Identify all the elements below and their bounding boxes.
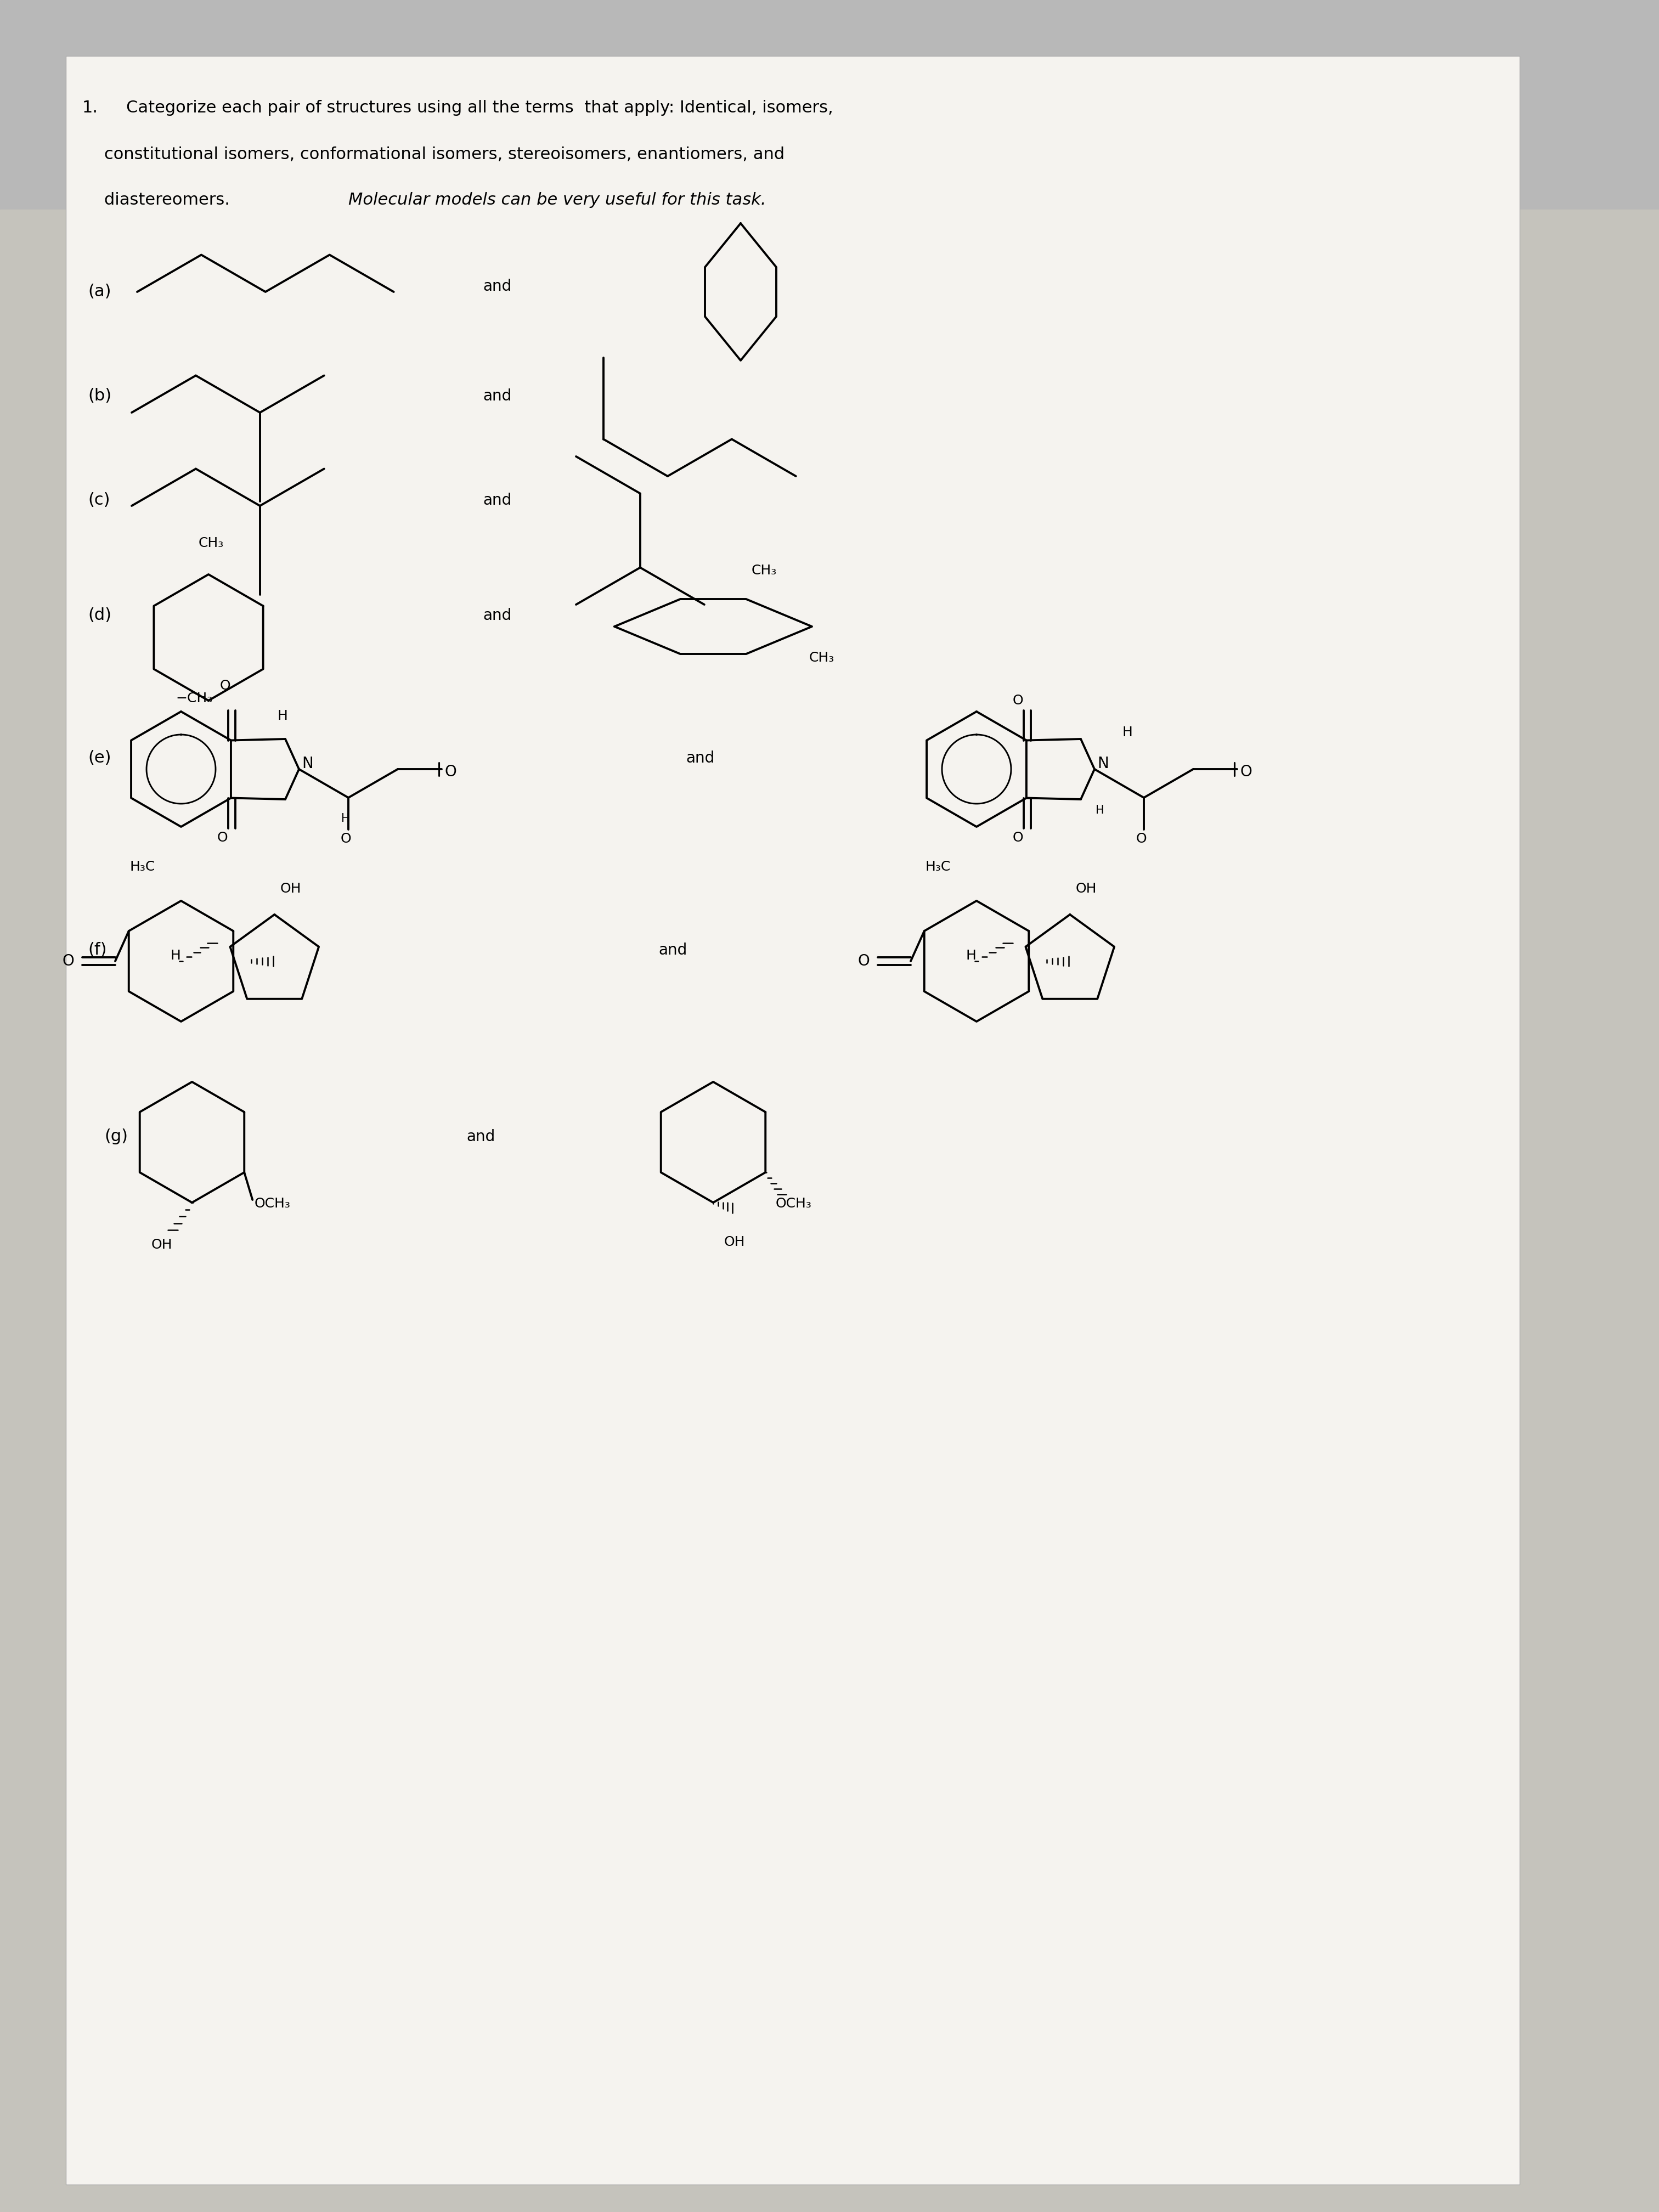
- Text: H: H: [342, 814, 350, 825]
- Text: CH₃: CH₃: [810, 650, 834, 664]
- Text: OCH₃: OCH₃: [775, 1197, 811, 1210]
- Text: OCH₃: OCH₃: [254, 1197, 290, 1210]
- Text: O: O: [1239, 763, 1253, 779]
- Text: H₃C: H₃C: [129, 860, 156, 874]
- Text: O: O: [221, 679, 231, 692]
- Text: OH: OH: [151, 1239, 173, 1252]
- Text: O: O: [445, 763, 456, 779]
- Bar: [0, 0, 1659, 210]
- Text: OH: OH: [725, 1237, 745, 1248]
- Text: O: O: [1136, 832, 1146, 845]
- Text: (e): (e): [88, 750, 111, 765]
- Text: and: and: [483, 389, 511, 405]
- Text: (b): (b): [88, 387, 111, 405]
- Text: Molecular models can be very useful for this task.: Molecular models can be very useful for …: [348, 192, 766, 208]
- Text: H₃C: H₃C: [926, 860, 951, 874]
- Text: O: O: [61, 953, 75, 969]
- Text: (f): (f): [88, 942, 106, 958]
- Text: and: and: [685, 750, 715, 765]
- Text: O: O: [1012, 832, 1024, 845]
- Text: (a): (a): [88, 283, 111, 301]
- Text: O: O: [217, 832, 227, 845]
- Text: (g): (g): [105, 1128, 128, 1144]
- Text: 1.: 1.: [83, 100, 98, 115]
- Text: OH: OH: [280, 883, 300, 896]
- Text: H: H: [171, 949, 181, 962]
- Text: (c): (c): [88, 493, 109, 509]
- Text: and: and: [483, 279, 511, 294]
- Text: N: N: [1097, 757, 1108, 772]
- Text: H: H: [966, 949, 975, 962]
- Text: (d): (d): [88, 608, 111, 624]
- Text: O: O: [340, 832, 352, 845]
- Text: O: O: [1012, 695, 1024, 708]
- Text: OH: OH: [1075, 883, 1097, 896]
- Text: constitutional isomers, conformational isomers, stereoisomers, enantiomers, and: constitutional isomers, conformational i…: [105, 146, 785, 161]
- Text: CH₃: CH₃: [752, 564, 776, 577]
- Text: −CH₃: −CH₃: [176, 692, 212, 706]
- Text: H: H: [277, 710, 287, 723]
- Text: and: and: [466, 1128, 494, 1144]
- Text: and: and: [483, 493, 511, 509]
- FancyBboxPatch shape: [66, 55, 1520, 2185]
- Text: diastereomers.: diastereomers.: [105, 192, 236, 208]
- Text: Categorize each pair of structures using all the terms  that apply: Identical, i: Categorize each pair of structures using…: [126, 100, 833, 115]
- Text: H: H: [1121, 726, 1133, 739]
- Text: and: and: [659, 942, 687, 958]
- Text: H: H: [1095, 805, 1105, 816]
- Text: O: O: [858, 953, 869, 969]
- Text: N: N: [302, 757, 314, 772]
- Text: and: and: [483, 608, 511, 624]
- Text: CH₃: CH₃: [199, 538, 224, 551]
